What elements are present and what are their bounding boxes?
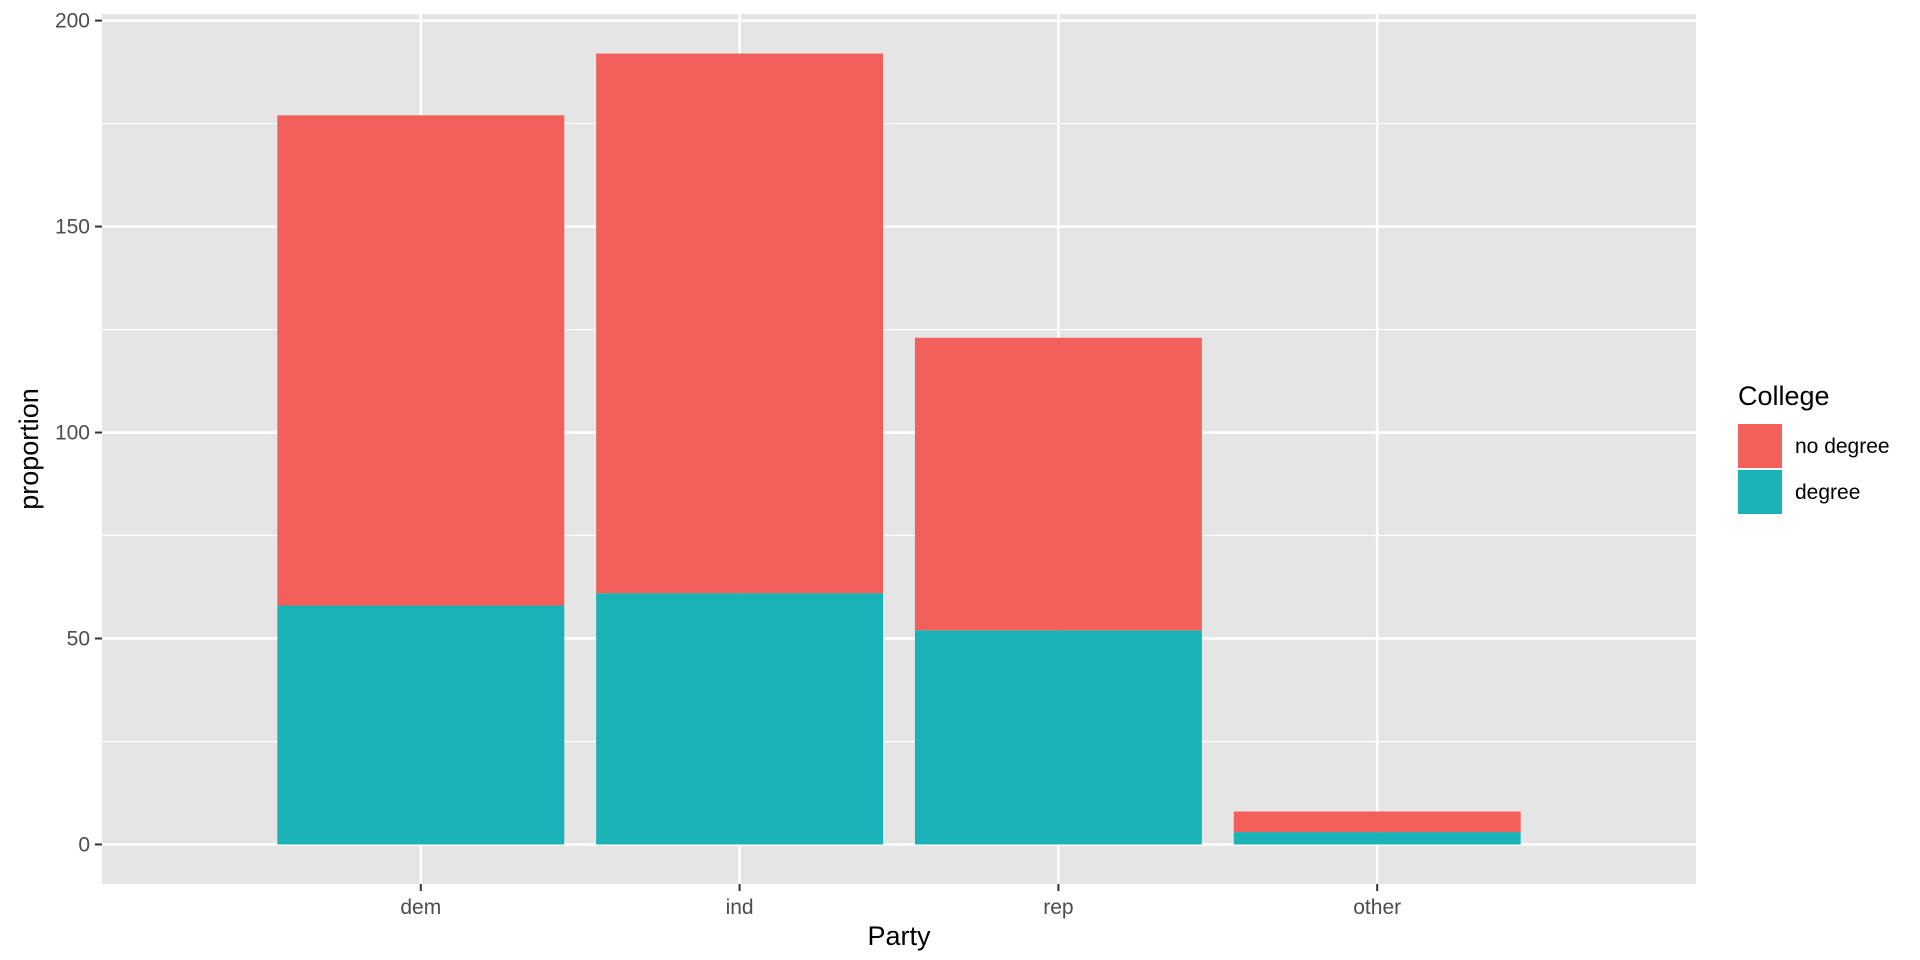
y-axis: 0 50 100 150 200 bbox=[55, 10, 102, 856]
legend-title: College bbox=[1738, 381, 1830, 411]
y-tick-label: 150 bbox=[55, 216, 90, 239]
bar-other-degree bbox=[1233, 832, 1521, 845]
y-tick-label: 200 bbox=[55, 10, 90, 33]
x-axis: dem ind rep other bbox=[400, 884, 1401, 919]
legend-key-no-degree bbox=[1738, 424, 1782, 468]
bar-ind-no-degree bbox=[596, 53, 884, 594]
bar-ind-degree bbox=[596, 593, 884, 845]
bars-group bbox=[277, 53, 1521, 845]
y-tick-label: 0 bbox=[78, 833, 90, 856]
x-axis-title: Party bbox=[867, 921, 931, 951]
bar-dem-degree bbox=[277, 605, 565, 845]
bar-other-no-degree bbox=[1233, 811, 1521, 833]
legend-key-degree bbox=[1738, 470, 1782, 514]
bar-rep-degree bbox=[914, 630, 1202, 845]
x-tick-label-ind: ind bbox=[726, 896, 754, 919]
legend: College no degree degree bbox=[1738, 381, 1890, 514]
legend-label-degree: degree bbox=[1795, 481, 1860, 504]
bar-dem-no-degree bbox=[277, 115, 565, 606]
legend-label-no-degree: no degree bbox=[1795, 435, 1890, 458]
y-axis-title: proportion bbox=[14, 388, 44, 510]
x-tick-label-dem: dem bbox=[400, 896, 441, 919]
y-tick-label: 50 bbox=[67, 627, 90, 650]
x-tick-label-rep: rep bbox=[1043, 896, 1073, 919]
bar-rep-no-degree bbox=[914, 337, 1202, 631]
y-tick-label: 100 bbox=[55, 422, 90, 445]
x-tick-label-other: other bbox=[1353, 896, 1401, 919]
